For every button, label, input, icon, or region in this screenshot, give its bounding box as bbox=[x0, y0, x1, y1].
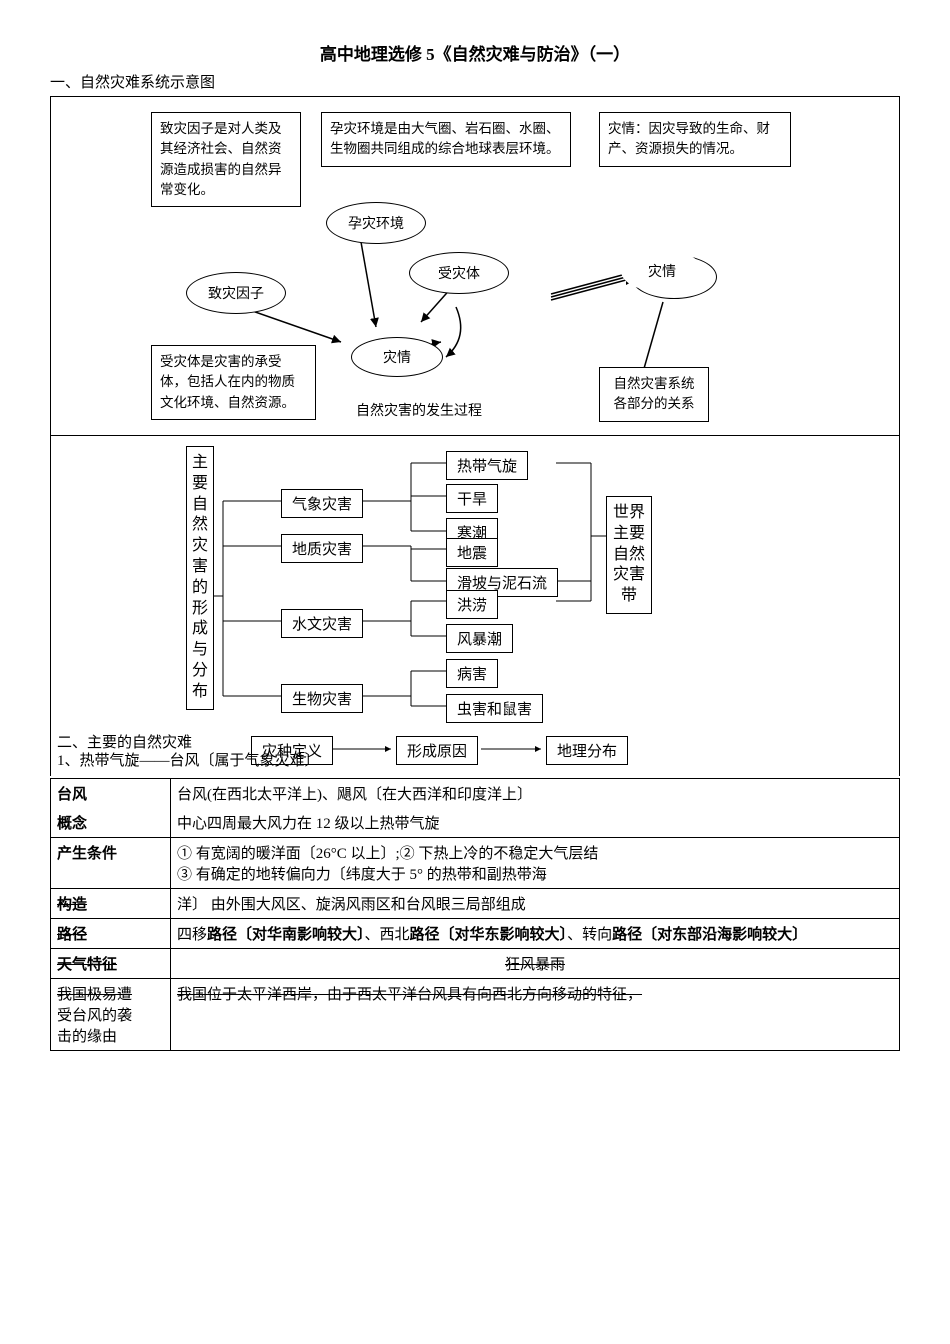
d2-cat3: 水文灾害 bbox=[281, 609, 363, 638]
section1-heading: 一、自然灾难系统示意图 bbox=[50, 71, 900, 92]
typhoon-table: 台风 台风(在西北太平洋上)、飓风〔在大西洋和印度洋上〕 概念 中心四周最大风力… bbox=[50, 778, 900, 1051]
table-row: 构造 洋〕 由外围大风区、旋涡风雨区和台风眼三局部组成 bbox=[51, 889, 900, 919]
td-chansheng-l2: ③ 有确定的地转偏向力〔纬度大于 5° 的热带和副热带海 bbox=[177, 867, 547, 883]
th-gouzao: 构造 bbox=[51, 889, 171, 919]
diagram1-container: 致灾因子是对人类及其经济社会、自然资源造成损害的自然异常变化。 孕灾环境是由大气… bbox=[50, 96, 900, 436]
td-lujing: 四移路径〔对华南影响较大〕、西北路径〔对华东影响较大〕、转向路径〔对东部沿海影响… bbox=[171, 919, 900, 949]
d2-cat2: 地质灾害 bbox=[281, 534, 363, 563]
d2-left-vtext: 主要自然灾害的形成与分布 bbox=[186, 446, 214, 710]
d2-item-3: 地震 bbox=[446, 538, 498, 567]
d1-box-causefactor-desc: 致灾因子是对人类及其经济社会、自然资源造成损害的自然异常变化。 bbox=[151, 112, 301, 207]
d2-right-vtext-content: 世界主要自然灾害带 bbox=[613, 504, 645, 604]
td-gainian: 中心四周最大风力在 12 级以上热带气旋 bbox=[171, 808, 900, 838]
th-chansheng: 产生条件 bbox=[51, 838, 171, 889]
d1-caption: 自然灾害的发生过程 bbox=[356, 400, 482, 420]
th-woguo: 我国极易遭受台风的袭击的缘由 bbox=[51, 979, 171, 1051]
section2-sub: 1、热带气旋——台风〔属于气象灾难〕 bbox=[57, 749, 320, 770]
th-lujing: 路径 bbox=[51, 919, 171, 949]
d2-mid3: 地理分布 bbox=[546, 736, 628, 765]
d2-cat1: 气象灾害 bbox=[281, 489, 363, 518]
td-chansheng: ① 有宽阔的暖洋面〔26°C 以上〕;② 下热上冷的不稳定大气层结 ③ 有确定的… bbox=[171, 838, 900, 889]
d2-item-7: 病害 bbox=[446, 659, 498, 688]
th-tianqi: 天气特征 bbox=[51, 949, 171, 979]
d2-item-8: 虫害和鼠害 bbox=[446, 694, 543, 723]
d1-oval-env: 孕灾环境 bbox=[326, 202, 426, 244]
td-tianqi: 狂风暴雨 bbox=[171, 949, 900, 979]
page-title: 高中地理选修 5《自然灾难与防治》（一） bbox=[50, 40, 900, 65]
d1-oval-disaster: 灾情 bbox=[621, 250, 703, 292]
d2-mid2: 形成原因 bbox=[396, 736, 478, 765]
d1-box-system-l1: 自然灾害系统 bbox=[614, 376, 695, 391]
d2-right-vtext: 世界主要自然灾害带 bbox=[606, 496, 652, 614]
table-row: 天气特征 狂风暴雨 bbox=[51, 949, 900, 979]
d1-box-receiver-desc: 受灾体是灾害的承受体，包括人在内的物质文化环境、自然资源。 bbox=[151, 345, 316, 420]
d1-box-situation-desc: 灾情：因灾导致的生命、财产、资源损失的情况。 bbox=[599, 112, 791, 167]
d1-box-env-desc: 孕灾环境是由大气圈、岩石圈、水圈、生物圈共同组成的综合地球表层环境。 bbox=[321, 112, 571, 167]
d1-oval-receiver: 受灾体 bbox=[409, 252, 509, 294]
d2-cat4: 生物灾害 bbox=[281, 684, 363, 713]
table-row: 产生条件 ① 有宽阔的暖洋面〔26°C 以上〕;② 下热上冷的不稳定大气层结 ③… bbox=[51, 838, 900, 889]
td-taifeng: 台风(在西北太平洋上)、飓风〔在大西洋和印度洋上〕 bbox=[171, 779, 900, 809]
d2-item-6: 风暴潮 bbox=[446, 624, 513, 653]
td-chansheng-l1: ① 有宽阔的暖洋面〔26°C 以上〕;② 下热上冷的不稳定大气层结 bbox=[177, 846, 598, 862]
th-gainian: 概念 bbox=[51, 808, 171, 838]
d1-box-system-l2: 各部分的关系 bbox=[614, 396, 695, 411]
d2-item-0: 热带气旋 bbox=[446, 451, 528, 480]
td-woguo: 我国位于太平洋西岸，由于西太平洋台风具有向西北方向移动的特征， bbox=[171, 979, 900, 1051]
d1-oval-cause: 致灾因子 bbox=[186, 272, 286, 314]
td-gouzao: 洋〕 由外围大风区、旋涡风雨区和台风眼三局部组成 bbox=[171, 889, 900, 919]
d2-left-vtext-content: 主要自然灾害的形成与分布 bbox=[192, 454, 208, 700]
table-row: 我国极易遭受台风的袭击的缘由 我国位于太平洋西岸，由于西太平洋台风具有向西北方向… bbox=[51, 979, 900, 1051]
table-row: 概念 中心四周最大风力在 12 级以上热带气旋 bbox=[51, 808, 900, 838]
th-taifeng: 台风 bbox=[51, 779, 171, 809]
table-row: 路径 四移路径〔对华南影响较大〕、西北路径〔对华东影响较大〕、转向路径〔对东部沿… bbox=[51, 919, 900, 949]
table-row: 台风 台风(在西北太平洋上)、飓风〔在大西洋和印度洋上〕 bbox=[51, 779, 900, 809]
d1-box-system: 自然灾害系统 各部分的关系 bbox=[599, 367, 709, 422]
diagram2-container: 主要自然灾害的形成与分布 世界主要自然灾害带 气象灾害 地质灾害 水文灾害 生物… bbox=[50, 436, 900, 776]
diagram2-wrap: 主要自然灾害的形成与分布 世界主要自然灾害带 气象灾害 地质灾害 水文灾害 生物… bbox=[50, 436, 900, 776]
d1-oval-situation: 灾情 bbox=[351, 337, 443, 377]
d2-item-5: 洪涝 bbox=[446, 590, 498, 619]
d2-item-1: 干旱 bbox=[446, 484, 498, 513]
